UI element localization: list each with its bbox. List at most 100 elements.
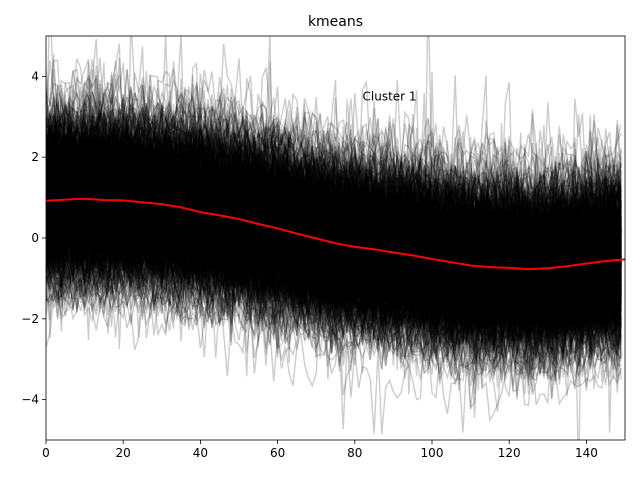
- band-series-line: [46, 174, 622, 307]
- band-series-line: [46, 166, 622, 310]
- x-tick-label: 40: [193, 446, 208, 460]
- band-series-line: [46, 153, 622, 314]
- band-series-line: [46, 138, 622, 250]
- band-series-line: [46, 139, 622, 286]
- band-series-line: [46, 198, 622, 330]
- band-series-line: [46, 171, 622, 293]
- band-series-line: [46, 148, 622, 258]
- band-series-line: [46, 159, 622, 286]
- band-series-line: [46, 146, 622, 300]
- band-series-line: [46, 160, 622, 332]
- band-series-line: [46, 197, 622, 386]
- band-series-line: [46, 176, 622, 351]
- band-series-line: [46, 241, 622, 357]
- band-series-line: [46, 231, 622, 356]
- band-series-line: [46, 140, 622, 321]
- band-series-line: [46, 134, 622, 280]
- band-series-line: [46, 139, 622, 269]
- band-series-line: [46, 183, 622, 297]
- band-series-line: [46, 220, 622, 393]
- band-series-line: [46, 146, 622, 278]
- band-series-line: [46, 142, 622, 290]
- band-series-line: [46, 156, 622, 271]
- band-series-line: [46, 188, 622, 303]
- band-series-line: [46, 173, 622, 324]
- band-series-line: [46, 105, 622, 245]
- band-series-line: [46, 146, 622, 308]
- band-series-line: [46, 186, 622, 316]
- band-series-line: [46, 237, 622, 347]
- band-series-line: [46, 258, 622, 413]
- band-series-line: [46, 113, 622, 265]
- band-series-line: [46, 208, 622, 343]
- band-series-line: [46, 104, 622, 232]
- band-series-line: [46, 203, 622, 318]
- band-series-line: [46, 156, 622, 261]
- band-series-line: [46, 169, 622, 294]
- y-tick-label: 4: [31, 69, 39, 83]
- y-tick-label: 2: [31, 150, 39, 164]
- band-series-line: [46, 124, 622, 234]
- band-series-line: [46, 179, 622, 336]
- band-series-line: [46, 197, 622, 313]
- band-series-line: [46, 105, 622, 267]
- band-series-line: [46, 210, 622, 321]
- band-series-line: [46, 197, 622, 316]
- band-series-line: [46, 176, 622, 303]
- band-series-line: [46, 151, 622, 262]
- band-series-line: [46, 232, 622, 345]
- band-series-line: [46, 141, 622, 266]
- band-series-line: [46, 183, 622, 315]
- band-series-line: [46, 217, 622, 351]
- band-series-line: [46, 157, 622, 333]
- band-series-line: [46, 210, 622, 384]
- band-series-line: [46, 174, 622, 305]
- band-series-line: [46, 82, 622, 213]
- band-series-line: [46, 116, 622, 239]
- band-series-line: [46, 163, 622, 282]
- band-series-line: [46, 162, 622, 324]
- band-series-line: [46, 136, 622, 264]
- band-series-line: [46, 248, 622, 365]
- band-series-line: [46, 165, 622, 341]
- band-series-line: [46, 111, 622, 259]
- band-series-line: [46, 164, 622, 292]
- band-series-line: [46, 229, 622, 365]
- band-series-line: [46, 159, 622, 339]
- band-series-line: [46, 172, 622, 289]
- band-series-line: [46, 128, 622, 247]
- band-series-line: [46, 60, 622, 189]
- y-tick-label: 0: [31, 231, 39, 245]
- band-series-line: [46, 167, 622, 277]
- band-series-line: [46, 144, 622, 256]
- band-series-line: [46, 163, 622, 322]
- band-series-line: [46, 173, 622, 316]
- band-series-line: [46, 164, 622, 306]
- band-series-line: [46, 241, 622, 382]
- band-series-line: [46, 178, 622, 343]
- band-series-line: [46, 206, 622, 313]
- band-series-line: [46, 193, 622, 301]
- band-series-line: [46, 205, 622, 361]
- band-series-line: [46, 139, 622, 312]
- band-series-line: [46, 213, 622, 343]
- band-series-line: [46, 195, 622, 324]
- band-series-line: [46, 171, 622, 295]
- band-series-line: [46, 240, 622, 367]
- band-series-line: [46, 235, 622, 375]
- band-series-line: [46, 217, 622, 374]
- band-series-line: [46, 114, 622, 229]
- band-series-line: [46, 160, 622, 271]
- band-series-line: [46, 205, 622, 326]
- band-series-line: [46, 153, 622, 291]
- band-series-line: [46, 186, 622, 301]
- band-series-line: [46, 107, 622, 235]
- band-series-line: [46, 201, 622, 366]
- band-series-line: [46, 148, 622, 339]
- band-series-line: [46, 187, 622, 359]
- band-series-line: [46, 119, 622, 284]
- band-series-line: [46, 158, 622, 311]
- band-series-line: [46, 149, 622, 306]
- band-series-line: [46, 148, 622, 271]
- band-series-line: [46, 218, 622, 358]
